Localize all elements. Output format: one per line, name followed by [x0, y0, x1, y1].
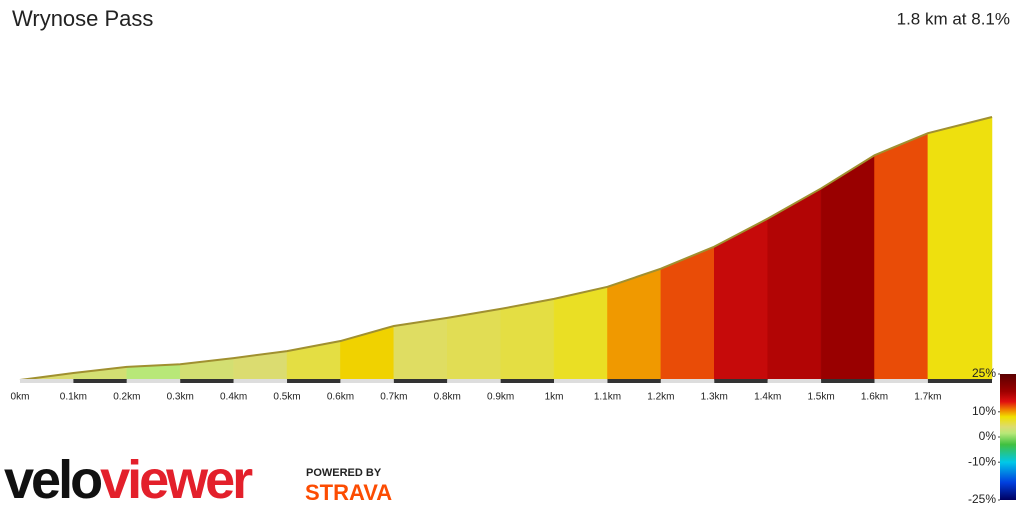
logo-velo: velo: [4, 450, 101, 510]
gradient-segment: [500, 298, 555, 381]
axis-strip: [607, 379, 661, 383]
gradient-segment: [447, 308, 501, 381]
x-tick-label: 0.6km: [327, 392, 354, 403]
axis-strip: [126, 379, 181, 383]
x-tick-label: 1.6km: [861, 392, 888, 403]
x-tick-label: 0.3km: [167, 392, 194, 403]
gradient-segment: [553, 286, 608, 381]
gradient-segment: [660, 246, 715, 381]
x-tick-label: 1.5km: [807, 392, 834, 403]
color-tick-label: -10%: [968, 454, 996, 468]
gradient-segment: [927, 116, 993, 381]
color-tick-label: 10%: [972, 404, 996, 418]
axis-strip: [73, 379, 127, 383]
x-tick-label: 0.5km: [273, 392, 300, 403]
axis-strip: [233, 379, 288, 383]
color-tick-label: 0%: [979, 429, 997, 443]
x-tick-label: 0km: [11, 392, 30, 403]
axis-strip: [554, 379, 608, 383]
axis-strip: [714, 379, 768, 383]
axis-strip: [660, 379, 715, 383]
chart-title: Wrynose Pass: [12, 6, 153, 31]
chart-subtitle: 1.8 km at 8.1%: [897, 9, 1010, 28]
x-tick-label: 0.9km: [487, 392, 514, 403]
gradient-segment: [607, 268, 662, 381]
axis-strip: [393, 379, 448, 383]
x-tick-label: 1.3km: [701, 392, 728, 403]
x-tick-label: 0.2km: [113, 392, 140, 403]
axis-strip: [447, 379, 501, 383]
powered-by: POWERED BY: [306, 467, 382, 479]
color-tick-label: -25%: [968, 492, 996, 506]
logo: veloviewer: [4, 450, 253, 510]
gradient-segment: [393, 317, 448, 381]
color-bar: [1000, 374, 1016, 500]
color-tick-label: 25%: [972, 366, 996, 380]
axis-strip: [927, 379, 992, 383]
x-tick-label: 1.2km: [647, 392, 674, 403]
x-tick-label: 0.7km: [380, 392, 407, 403]
axis-strip: [821, 379, 875, 383]
x-tick-label: 0.1km: [60, 392, 87, 403]
axis-strip: [874, 379, 928, 383]
x-tick-label: 0.8km: [434, 392, 461, 403]
x-tick-label: 1.7km: [914, 392, 941, 403]
gradient-segment: [874, 132, 929, 381]
strava-logo: STRAVA: [305, 480, 392, 505]
x-tick-label: 0.4km: [220, 392, 247, 403]
axis-strip: [767, 379, 822, 383]
x-tick-label: 1km: [545, 392, 564, 403]
x-tick-label: 1.1km: [594, 392, 621, 403]
axis-strip: [180, 379, 234, 383]
logo-viewer: viewer: [100, 450, 253, 510]
gradient-segment: [767, 188, 822, 381]
axis-strip: [20, 379, 74, 383]
gradient-segment: [820, 154, 875, 381]
axis-strip: [340, 379, 394, 383]
x-tick-label: 1.4km: [754, 392, 781, 403]
gradient-segment: [73, 366, 128, 381]
axis-strip: [500, 379, 555, 383]
axis-strip: [287, 379, 341, 383]
profile-outline: [19, 116, 993, 381]
